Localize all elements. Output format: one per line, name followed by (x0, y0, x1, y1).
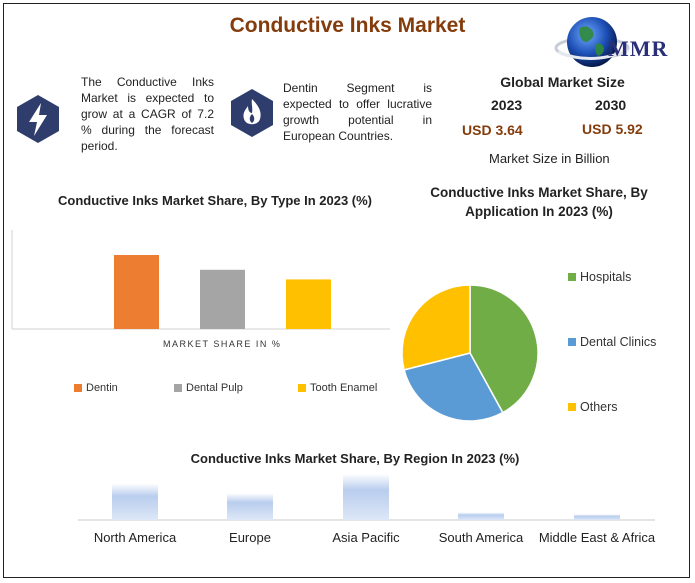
year-2030: 2030 (595, 97, 627, 113)
legend-hospitals-swatch (568, 273, 576, 281)
type-chart (11, 230, 390, 330)
legend-hospitals-label: Hospitals (580, 270, 632, 284)
region-labels: North America Europe Asia Pacific South Ame… (0, 530, 695, 560)
region-label-middle-east-africa: Middle East & Africa (538, 530, 656, 545)
pie-slice-hospitals (469, 284, 539, 414)
type-x-axis-title: MARKET SHARE IN % (163, 339, 282, 349)
type-bar-dentin (114, 255, 159, 329)
legend-hospitals: Hospitals (568, 270, 631, 284)
region-bar-middle-east-africa (574, 514, 620, 520)
region-chart (78, 473, 655, 521)
legend-dentin: Dentin (74, 382, 118, 394)
pie-slice-dental-clinics (403, 352, 504, 422)
application-pie-chart (401, 284, 539, 422)
type-chart-title: Conductive Inks Market Share, By Type In… (57, 193, 373, 208)
type-bar-dental-pulp (200, 269, 245, 329)
legend-dental-clinics-swatch (568, 338, 576, 346)
legend-dental-clinics-label: Dental Clinics (580, 335, 657, 349)
logo-text: MMR (608, 36, 669, 61)
region-bar-asia-pacific (343, 473, 389, 520)
legend-others-swatch (568, 403, 576, 411)
value-2023: USD 3.64 (462, 122, 523, 138)
logo: MMR (552, 10, 684, 76)
type-bar-tooth-enamel (286, 279, 331, 329)
legend-dental-pulp-label: Dental Pulp (186, 382, 243, 394)
legend-tooth-enamel-label: Tooth Enamel (310, 382, 378, 394)
market-size-title: Global Market Size (500, 74, 625, 90)
flame-icon (229, 88, 275, 138)
value-2030: USD 5.92 (582, 121, 643, 137)
legend-dental-clinics: Dental Clinics (568, 335, 656, 349)
type-legend: Dentin Dental Pulp Tooth Enamel (74, 382, 394, 398)
page-title: Conductive Inks Market (229, 14, 466, 37)
legend-dental-pulp-swatch (174, 384, 182, 392)
legend-others-label: Others (580, 400, 618, 414)
region-label-asia-pacific: Asia Pacific (332, 530, 400, 545)
legend-dental-pulp: Dental Pulp (174, 382, 243, 394)
region-chart-title: Conductive Inks Market Share, By Region … (190, 451, 520, 466)
globe-icon (554, 17, 630, 67)
legend-tooth-enamel: Tooth Enamel (298, 382, 377, 394)
region-bar-north-america (112, 483, 158, 520)
application-chart-title: Conductive Inks Market Share, By Applica… (430, 185, 648, 219)
region-label-north-america: North America (93, 530, 177, 545)
region-label-europe: Europe (229, 530, 271, 545)
legend-dentin-swatch (74, 384, 82, 392)
region-bar-south-america (458, 512, 504, 520)
lightning-icon (15, 94, 61, 144)
info-cagr-text: The Conductive Inks Market is expected t… (81, 75, 214, 153)
legend-dentin-label: Dentin (86, 382, 118, 394)
region-bar-europe (227, 493, 273, 520)
market-size-caption: Market Size in Billion (489, 151, 610, 166)
info-segment-text: Dentin Segment is expected to offer lucr… (283, 81, 432, 143)
region-label-south-america: South America (438, 530, 524, 545)
year-2023: 2023 (491, 97, 523, 113)
legend-tooth-enamel-swatch (298, 384, 306, 392)
pie-slice-others (401, 284, 471, 371)
page-frame (3, 3, 690, 578)
legend-others: Others (568, 400, 618, 414)
